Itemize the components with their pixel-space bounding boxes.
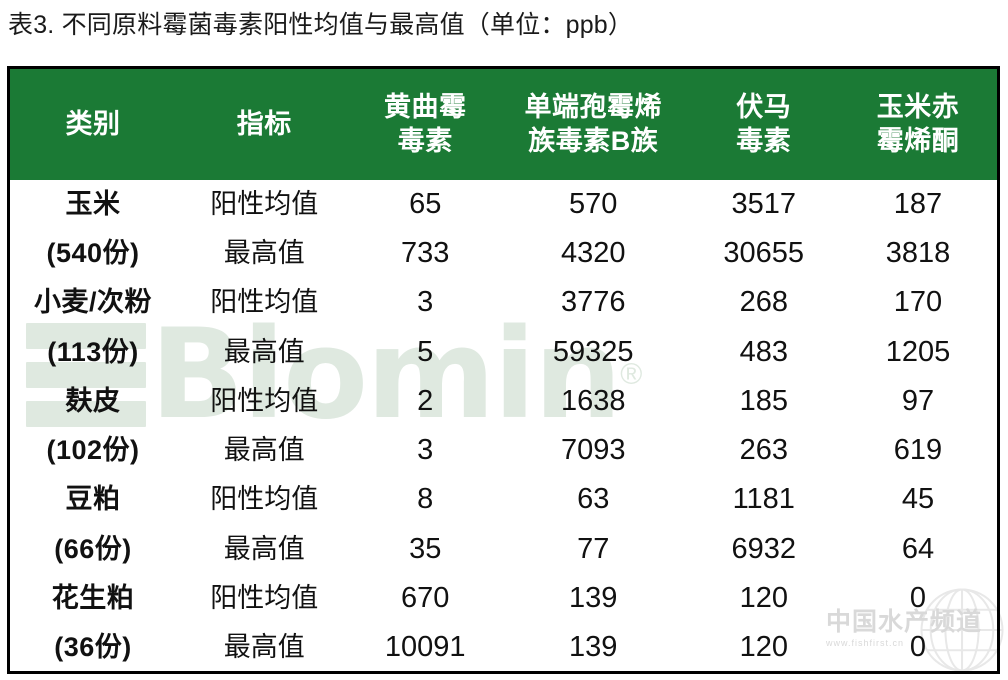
table-row: 麸皮 阳性均值 2 1638 185 97 bbox=[9, 377, 999, 426]
cell-zearalenone: 45 bbox=[901, 483, 935, 516]
cell-category: (113份) bbox=[47, 336, 139, 367]
table-row: (540份) 最高值 733 4320 30655 3818 bbox=[9, 229, 999, 278]
column-header-line: 指标 bbox=[236, 108, 292, 139]
column-header-line: 单端孢霉烯 bbox=[524, 91, 662, 122]
cell-zearalenone: 170 bbox=[893, 286, 943, 319]
cell-aflatoxin: 8 bbox=[417, 483, 434, 516]
cell-aflatoxin: 733 bbox=[401, 236, 450, 269]
cell-trichothecene: 63 bbox=[577, 483, 610, 516]
cell-indicator: 阳性均值 bbox=[210, 583, 319, 614]
table-row: (113份) 最高值 5 59325 483 1205 bbox=[9, 327, 999, 376]
column-header-line: 伏马 bbox=[736, 91, 792, 122]
cell-indicator: 阳性均值 bbox=[210, 287, 319, 318]
cell-fumonisin: 6932 bbox=[731, 532, 797, 565]
cell-category: 麸皮 bbox=[65, 385, 121, 416]
table-row: (66份) 最高值 35 77 6932 64 bbox=[9, 525, 999, 574]
cell-zearalenone: 3818 bbox=[885, 236, 951, 269]
cell-trichothecene: 570 bbox=[569, 187, 618, 220]
cell-indicator: 最高值 bbox=[223, 435, 305, 466]
column-header-fumonisin: 伏马 毒素 bbox=[688, 67, 839, 180]
cell-category: 豆粕 bbox=[65, 484, 121, 515]
cell-zearalenone: 0 bbox=[909, 582, 927, 615]
cell-fumonisin: 1181 bbox=[732, 483, 795, 516]
cell-category: 玉米 bbox=[65, 188, 121, 219]
cell-fumonisin: 483 bbox=[739, 335, 788, 368]
cell-zearalenone: 619 bbox=[893, 434, 943, 467]
cell-fumonisin: 263 bbox=[739, 434, 788, 467]
cell-indicator: 最高值 bbox=[223, 237, 305, 268]
cell-fumonisin: 268 bbox=[739, 286, 788, 319]
cell-trichothecene: 59325 bbox=[552, 335, 634, 368]
cell-aflatoxin: 5 bbox=[417, 335, 434, 368]
cell-category: 花生粕 bbox=[51, 583, 135, 614]
cell-category: (66份) bbox=[54, 533, 132, 564]
column-header-category: 类别 bbox=[8, 67, 176, 180]
cell-category: (102份) bbox=[46, 435, 140, 466]
table-row: 小麦/次粉 阳性均值 3 3776 268 170 bbox=[9, 278, 999, 327]
column-header-line: 玉米赤 bbox=[876, 91, 960, 122]
cell-indicator: 最高值 bbox=[223, 631, 305, 662]
column-header-line: 毒素 bbox=[397, 126, 453, 157]
mycotoxin-table: 类别 指标 黄曲霉 毒素 单端孢霉烯 族毒素B族 伏马 毒素 玉米赤 霉烯酮 玉米 阳性均… bbox=[7, 66, 1000, 674]
table-body: 玉米 阳性均值 65 570 3517 187 (540份) 最高值 733 4320 30655 3… bbox=[9, 180, 999, 673]
column-header-line: 毒素 bbox=[736, 126, 792, 157]
cell-category: 小麦/次粉 bbox=[33, 287, 152, 318]
cell-category: (540份) bbox=[46, 237, 140, 268]
cell-zearalenone: 1205 bbox=[885, 335, 951, 368]
cell-zearalenone: 0 bbox=[909, 630, 927, 663]
cell-aflatoxin: 3 bbox=[417, 286, 434, 319]
column-header-aflatoxin: 黄曲霉 毒素 bbox=[352, 67, 498, 180]
cell-fumonisin: 3517 bbox=[731, 187, 797, 220]
cell-trichothecene: 1638 bbox=[560, 384, 626, 417]
table-row: (36份) 最高值 10091 139 120 0 bbox=[9, 623, 999, 672]
cell-fumonisin: 30655 bbox=[723, 236, 805, 269]
cell-zearalenone: 64 bbox=[901, 532, 935, 565]
cell-indicator: 最高值 bbox=[223, 533, 305, 564]
column-header-zearalenone: 玉米赤 霉烯酮 bbox=[838, 67, 999, 180]
cell-aflatoxin: 2 bbox=[417, 384, 434, 417]
cell-trichothecene: 77 bbox=[577, 532, 610, 565]
cell-zearalenone: 187 bbox=[893, 187, 943, 220]
column-header-indicator: 指标 bbox=[176, 67, 353, 180]
cell-fumonisin: 120 bbox=[739, 630, 788, 663]
cell-trichothecene: 139 bbox=[569, 630, 618, 663]
page-title: 表3. 不同原料霉菌毒素阳性均值与最高值（单位：ppb） bbox=[8, 11, 634, 39]
column-header-line: 霉烯酮 bbox=[876, 126, 960, 157]
cell-zearalenone: 97 bbox=[901, 384, 935, 417]
cell-fumonisin: 120 bbox=[739, 582, 788, 615]
table-row: (102份) 最高值 3 7093 263 619 bbox=[9, 426, 999, 475]
table-header: 类别 指标 黄曲霉毒素 单端孢霉烯族毒素B族 伏马毒素 玉米赤霉烯酮 bbox=[8, 67, 999, 180]
cell-indicator: 阳性均值 bbox=[210, 188, 319, 219]
cell-aflatoxin: 3 bbox=[417, 434, 434, 467]
cell-trichothecene: 4320 bbox=[560, 236, 626, 269]
column-header-line: 黄曲霉 bbox=[384, 91, 467, 122]
cell-indicator: 阳性均值 bbox=[210, 484, 319, 515]
cell-indicator: 最高值 bbox=[223, 336, 305, 367]
cell-aflatoxin: 65 bbox=[409, 187, 442, 220]
table-row: 花生粕 阳性均值 670 139 120 0 bbox=[9, 574, 999, 623]
cell-aflatoxin: 670 bbox=[401, 582, 450, 615]
cell-trichothecene: 3776 bbox=[560, 286, 626, 319]
cell-indicator: 阳性均值 bbox=[210, 385, 319, 416]
cell-trichothecene: 7093 bbox=[560, 434, 626, 467]
column-header-line: 族毒素B族 bbox=[528, 126, 659, 157]
cell-aflatoxin: 35 bbox=[409, 532, 442, 565]
column-header-line: 类别 bbox=[65, 108, 121, 139]
table-header-row: 类别 指标 黄曲霉毒素 单端孢霉烯族毒素B族 伏马毒素 玉米赤霉烯酮 bbox=[8, 67, 999, 180]
cell-trichothecene: 139 bbox=[569, 582, 618, 615]
cell-category: (36份) bbox=[54, 631, 132, 662]
table-row: 玉米 阳性均值 65 570 3517 187 bbox=[9, 180, 999, 229]
table-row: 豆粕 阳性均值 8 63 1181 45 bbox=[9, 475, 999, 524]
cell-fumonisin: 185 bbox=[739, 384, 788, 417]
cell-aflatoxin: 10091 bbox=[384, 630, 466, 663]
column-header-trichothecene: 单端孢霉烯族毒素B族 bbox=[497, 67, 689, 180]
